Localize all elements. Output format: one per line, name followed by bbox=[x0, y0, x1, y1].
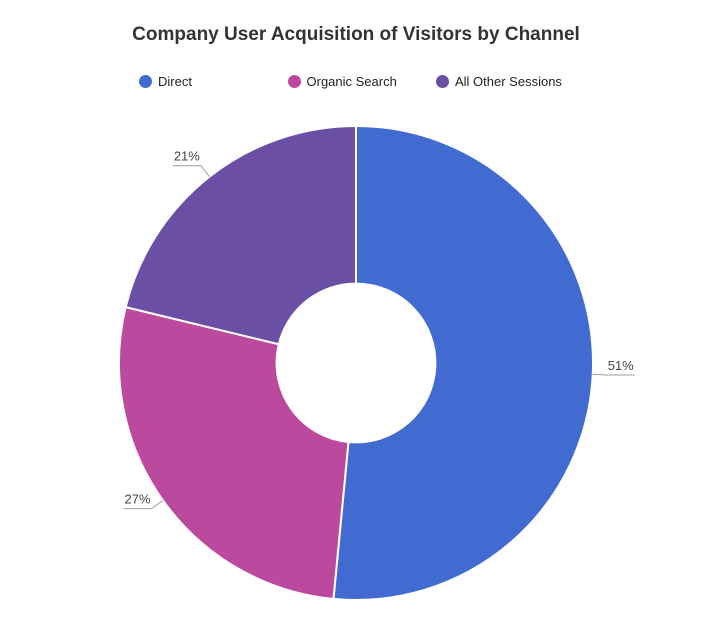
legend-label-organic-search: Organic Search bbox=[306, 74, 397, 89]
pie-slice-organic-search[interactable] bbox=[118, 306, 350, 600]
legend-item-direct[interactable]: Direct bbox=[139, 74, 288, 89]
slice-label-all-other-sessions: 21% bbox=[174, 149, 200, 164]
slice-label-direct: 51% bbox=[608, 358, 634, 373]
legend-swatch-all-other-sessions-icon bbox=[436, 75, 449, 88]
chart-title: Company User Acquisition of Visitors by … bbox=[132, 24, 580, 45]
pie-slice-all-other-sessions[interactable] bbox=[124, 125, 357, 346]
slice-label-organic-search: 27% bbox=[125, 492, 151, 507]
legend-item-all-other-sessions[interactable]: All Other Sessions bbox=[436, 74, 562, 89]
legend: Direct Organic Search All Other Sessions bbox=[139, 74, 562, 89]
legend-item-organic-search[interactable]: Organic Search bbox=[287, 74, 437, 89]
leader-line-organic-search bbox=[123, 500, 164, 510]
legend-swatch-direct-icon bbox=[139, 75, 152, 88]
pie-slice-direct[interactable] bbox=[332, 125, 594, 601]
legend-label-all-other-sessions: All Other Sessions bbox=[455, 74, 562, 89]
leader-line-direct bbox=[592, 373, 635, 376]
legend-label-direct: Direct bbox=[158, 74, 192, 89]
legend-swatch-organic-search-icon bbox=[287, 75, 301, 88]
leader-line-all-other-sessions bbox=[172, 165, 210, 178]
